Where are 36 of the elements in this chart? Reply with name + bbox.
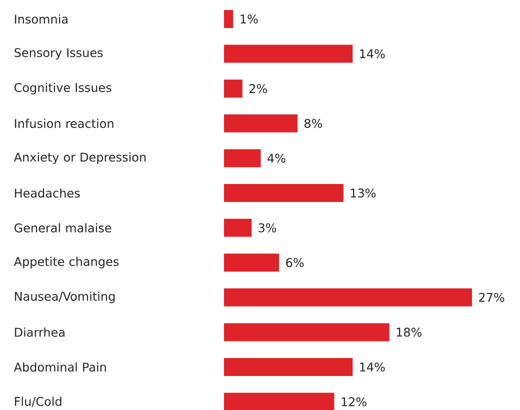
y-tick-label: Flu/Cold (14, 396, 62, 407)
data-label: 12% (342, 397, 366, 406)
y-tick-label: Appetite changes (14, 256, 119, 268)
bar (224, 358, 353, 376)
bar (224, 114, 298, 132)
y-tick-label: Diarrhea (14, 328, 64, 337)
y-tick-label: Sensory Issues (14, 48, 103, 60)
y-tick-label: Insomnia (14, 14, 68, 24)
data-label: 4% (268, 154, 286, 163)
data-label: 14% (360, 49, 385, 58)
data-label: 2% (249, 84, 267, 94)
data-label: 8% (304, 118, 322, 128)
bar (224, 392, 334, 410)
y-tick-label: General malaise (14, 223, 112, 232)
data-label: 13% (350, 188, 376, 198)
bar (224, 10, 234, 28)
bar (224, 288, 472, 306)
data-label: 3% (258, 223, 276, 232)
data-label: 14% (360, 362, 385, 372)
bar (224, 218, 252, 237)
bar (224, 184, 344, 202)
bar (224, 80, 242, 98)
bar (224, 323, 390, 342)
data-label: 1% (240, 14, 258, 24)
data-label: 27% (479, 292, 504, 302)
y-tick-label: Headaches (14, 188, 80, 198)
data-label: 6% (286, 258, 304, 268)
y-tick-label: Nausea/Vomiting (14, 292, 115, 304)
y-tick-label: Cognitive Issues (14, 82, 112, 94)
bar (224, 44, 353, 63)
bar (224, 254, 280, 272)
y-tick-label: Abdominal Pain (14, 362, 106, 372)
y-tick-label: Infusion reaction (14, 118, 114, 128)
y-tick-label: Anxiety or Depression (14, 152, 146, 164)
data-label: 18% (396, 328, 422, 337)
bar (224, 149, 261, 168)
